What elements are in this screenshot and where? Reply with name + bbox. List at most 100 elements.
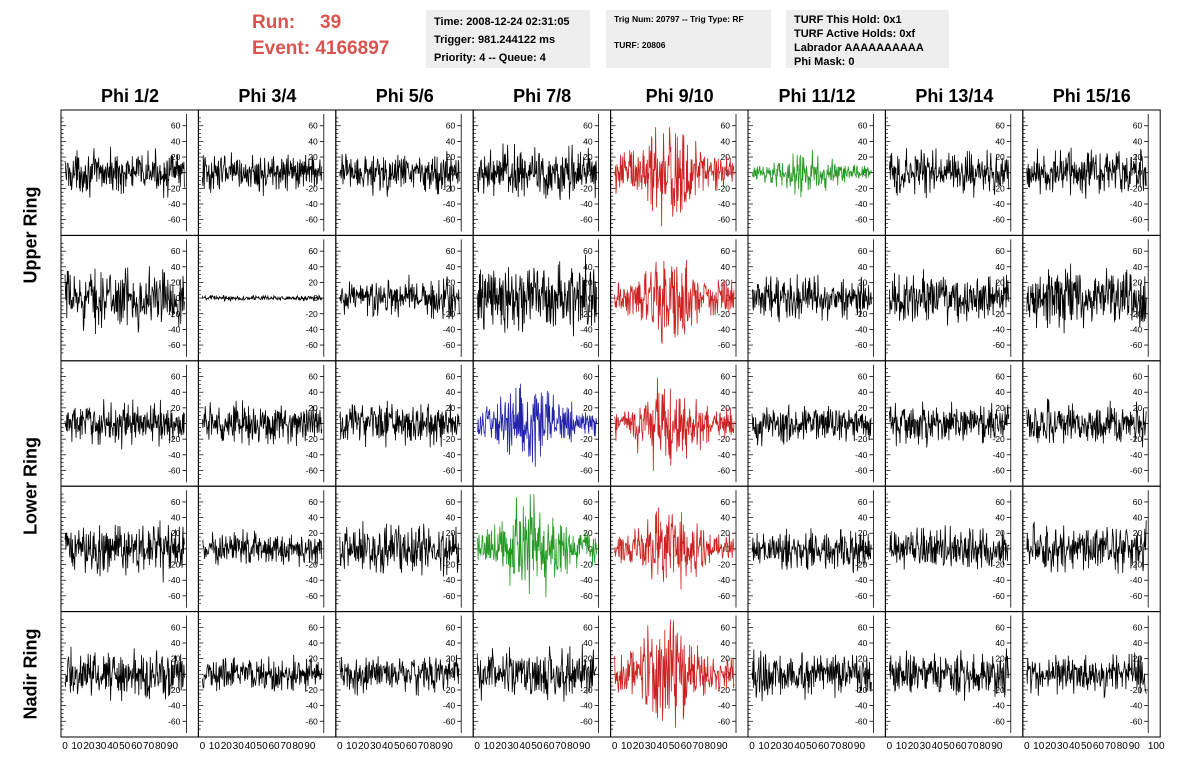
y-tick-label: -40 — [718, 450, 731, 460]
y-tick-label: 0 — [313, 419, 318, 429]
y-tick-label: -40 — [443, 701, 456, 711]
y-tick-label: 40 — [308, 513, 318, 523]
waveform-trace — [64, 399, 185, 450]
turf-text: TURF: 20806 — [614, 40, 666, 50]
waveform-trace — [202, 529, 323, 568]
y-tick-label: -40 — [855, 199, 868, 209]
x-tick-label: 40 — [245, 741, 257, 752]
y-tick-label: 40 — [721, 638, 731, 648]
y-tick-label: -40 — [306, 575, 319, 585]
y-tick-label: -40 — [1130, 701, 1143, 711]
y-tick-label: 40 — [995, 136, 1005, 146]
y-tick-label: -40 — [718, 575, 731, 585]
x-tick-label: 40 — [107, 741, 119, 752]
y-tick-label: -40 — [993, 199, 1006, 209]
x-tick-label: 20 — [633, 741, 645, 752]
x-tick-label: 40 — [794, 741, 806, 752]
y-tick-label: -60 — [993, 716, 1006, 726]
y-tick-label: 0 — [725, 293, 730, 303]
y-tick-label: 60 — [583, 372, 593, 382]
time-info-box: Time: 2008-12-24 02:31:05 Trigger: 981.2… — [426, 10, 590, 68]
x-tick-label: 50 — [669, 741, 681, 752]
y-tick-label: 20 — [308, 654, 318, 664]
y-tick-label: 60 — [858, 246, 868, 256]
waveform-trace — [751, 649, 872, 702]
y-tick-label: 20 — [995, 403, 1005, 413]
y-tick-label: 40 — [1133, 638, 1143, 648]
x-tick-label: 70 — [693, 741, 705, 752]
y-tick-label: -40 — [855, 450, 868, 460]
y-tick-label: -60 — [168, 215, 181, 225]
x-tick-label: 30 — [233, 741, 245, 752]
waveform-trace — [339, 274, 460, 320]
y-tick-label: -60 — [306, 716, 319, 726]
x-tick-label: 0 — [337, 741, 343, 752]
y-tick-label: 60 — [446, 246, 456, 256]
y-tick-label: -40 — [718, 701, 731, 711]
labrador-text: Labrador AAAAAAAAAA — [794, 42, 924, 54]
y-tick-label: 40 — [721, 387, 731, 397]
phi-column-label: Phi 9/10 — [645, 86, 714, 106]
y-tick-label: 20 — [995, 528, 1005, 538]
y-tick-label: -60 — [718, 465, 731, 475]
x-tick-label: 0 — [474, 741, 480, 752]
y-tick-label: -20 — [443, 685, 456, 695]
x-tick-label: 80 — [292, 741, 304, 752]
x-tick-label: 90 — [1129, 741, 1141, 752]
y-tick-label: -60 — [993, 340, 1006, 350]
x-tick-label: 30 — [95, 741, 107, 752]
y-tick-label: 20 — [721, 403, 731, 413]
x-tick-label: 10 — [346, 741, 358, 752]
y-tick-label: 60 — [308, 246, 318, 256]
y-tick-label: 20 — [308, 277, 318, 287]
y-tick-label: -40 — [1130, 199, 1143, 209]
y-tick-label: 20 — [583, 528, 593, 538]
waveform-trace — [339, 654, 460, 696]
x-tick-label: 90 — [716, 741, 728, 752]
y-tick-label: 40 — [995, 513, 1005, 523]
y-tick-label: -40 — [580, 199, 593, 209]
y-tick-label: 60 — [995, 622, 1005, 632]
y-tick-label: -20 — [855, 434, 868, 444]
y-tick-label: 20 — [1133, 152, 1143, 162]
x-tick-label: 50 — [1081, 741, 1093, 752]
phi-column-label: Phi 5/6 — [375, 86, 434, 106]
x-tick-label: 20 — [496, 741, 508, 752]
waveform-trace — [751, 149, 872, 198]
x-tick-label: 50 — [394, 741, 406, 752]
phi-column-label: Phi 13/14 — [915, 86, 994, 106]
y-tick-label: 60 — [446, 622, 456, 632]
y-tick-label: 20 — [858, 654, 868, 664]
y-tick-label: -20 — [855, 183, 868, 193]
y-tick-label: -40 — [306, 324, 319, 334]
y-tick-label: -20 — [855, 560, 868, 570]
trig-num-text: Trig Num: 20797 -- Trig Type: RF — [614, 14, 744, 24]
x-tick-label: 50 — [944, 741, 956, 752]
y-tick-label: -20 — [306, 183, 319, 193]
x-tick-label: 70 — [143, 741, 155, 752]
y-tick-label: 40 — [583, 136, 593, 146]
y-tick-label: -20 — [1130, 685, 1143, 695]
y-tick-label: 20 — [171, 277, 181, 287]
y-tick-label: -20 — [993, 685, 1006, 695]
y-tick-label: 20 — [308, 152, 318, 162]
y-tick-label: 40 — [446, 262, 456, 272]
y-tick-label: -60 — [168, 340, 181, 350]
y-tick-label: -60 — [718, 340, 731, 350]
y-tick-label: -20 — [306, 309, 319, 319]
y-tick-label: -60 — [1130, 591, 1143, 601]
x-tick-label: 20 — [83, 741, 95, 752]
y-tick-label: 0 — [176, 419, 181, 429]
y-tick-label: 60 — [858, 372, 868, 382]
x-tick-label: 60 — [681, 741, 693, 752]
